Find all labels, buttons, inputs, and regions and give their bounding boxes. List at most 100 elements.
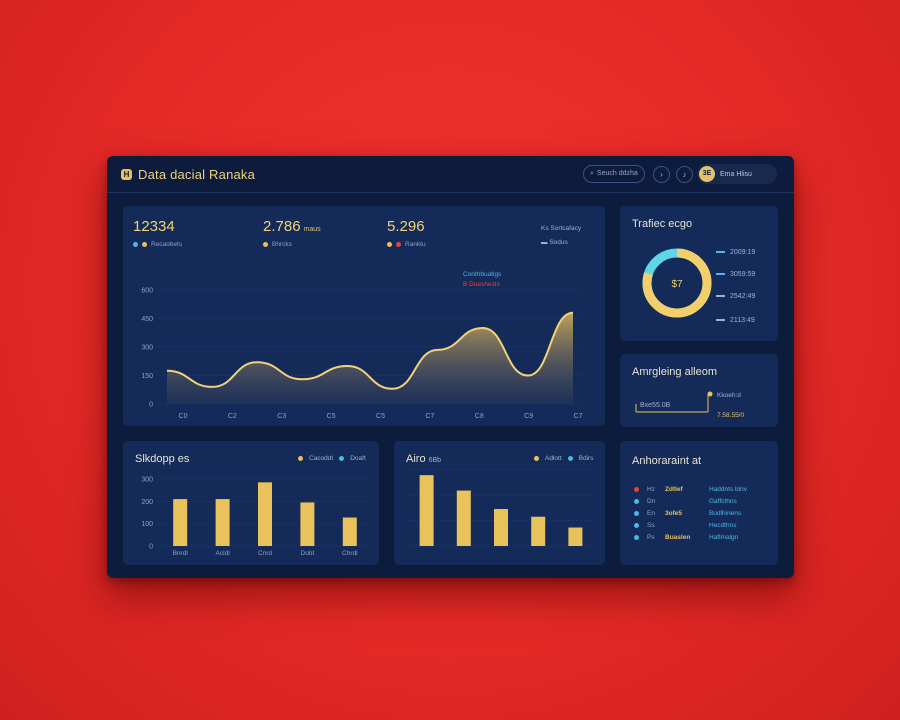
legend-swatch: [716, 319, 725, 321]
activity-left: Ps: [647, 533, 655, 541]
avatar: 3E: [699, 166, 715, 182]
kpi-card[interactable]: 2.786 maus Bhrcks: [263, 218, 321, 248]
status-dot-icon: [634, 510, 639, 516]
y-tick-label: 300: [141, 477, 153, 484]
alert-panel: Amrgleing alleom Bxe55.0B Kkoeh:d 7.58.5…: [620, 354, 778, 427]
bar-panel-2-title-text: Airo: [406, 453, 426, 465]
status-dot-icon: [634, 534, 639, 540]
donut-chart: $7 2009:19 3059:59 2542:49 2113:49: [642, 248, 755, 324]
status-dot-icon: [634, 498, 639, 504]
activity-left: Hz: [647, 485, 655, 493]
bar[interactable]: [568, 527, 583, 546]
donut-arc: [642, 248, 712, 318]
user-menu[interactable]: 3E Ema Hlisu: [697, 164, 777, 184]
activity-right: Haddnts blnv: [709, 485, 747, 493]
kpi-dot-icon: [133, 242, 138, 247]
y-tick-label: 150: [141, 373, 153, 380]
bar[interactable]: [173, 499, 188, 546]
activity-row[interactable]: Ss Hecdthns: [634, 520, 769, 530]
legend-item-2: ▬ Sodus: [541, 239, 568, 246]
donut-legend-item: 2009:19: [730, 249, 755, 256]
alert-side-value: 7.58.55/0: [717, 412, 744, 419]
activity-left: Dn: [647, 497, 656, 505]
activity-title: Anhoraraint at: [632, 455, 702, 467]
x-tick-label: C0: [179, 413, 188, 420]
dashboard-title: Data dacial Ranaka: [138, 167, 256, 182]
chart-annotation: Conthbuatigs: [463, 271, 502, 278]
kpi-value-text: 2.786: [263, 218, 301, 235]
area-series-fill: [167, 312, 573, 404]
activity-right: Gaffcthns: [709, 497, 737, 505]
bar[interactable]: [258, 482, 272, 546]
x-tick-label: Dobt: [301, 550, 315, 557]
activity-row[interactable]: Dn Gaffcthns: [634, 496, 769, 506]
brand[interactable]: H Data dacial Ranaka: [121, 167, 255, 182]
bar[interactable]: [300, 502, 315, 546]
search-button[interactable]: ⌕ Seuch ddzha: [583, 165, 645, 183]
overview-panel: 12334 Recaobets 2.786 maus Bhrcks 5.296 R…: [123, 206, 605, 426]
donut-legend-item: 2113:49: [730, 317, 755, 324]
bar-panel-2-title: Airo 6Bb: [406, 453, 441, 465]
user-name: Ema Hlisu: [720, 170, 752, 178]
help-icon[interactable]: ›: [653, 166, 670, 183]
y-tick-label: 100: [141, 521, 153, 528]
area-chart: 0 150 300 450 600 C0 C2 C3 C5 C5 C7 C8 C9 C7 Conthbua…: [141, 271, 583, 420]
alert-side-label: Kkoeh:d: [717, 392, 741, 399]
legend-dot-icon: [298, 456, 303, 461]
y-tick-label: 300: [141, 345, 153, 352]
legend-swatch: [716, 251, 725, 253]
bar-panel-1-title: Slkdopp es: [135, 453, 190, 465]
kpi-dot-icon: [387, 242, 392, 247]
traffic-panel: Trafiec ecgo $7 2009:19 3059:59 2542:49 …: [620, 206, 778, 341]
kpi-card[interactable]: 12334 Recaobets: [133, 218, 182, 248]
legend-dot-icon: [567, 456, 573, 461]
legend-label: Doaft: [350, 455, 366, 462]
activity-mid: 3ofe5: [665, 509, 682, 517]
activity-panel: Anhoraraint at Hz Zdtlef Haddnts blnv Dn Gaf…: [620, 441, 778, 565]
kpi-value-text: 5.296: [387, 218, 425, 235]
alert-value: Bxe55.0B: [640, 402, 671, 409]
kpi-value: 12334: [133, 218, 182, 235]
x-tick-label: C9: [524, 413, 533, 420]
kpi-dot-icon: [396, 242, 401, 247]
activity-row[interactable]: En 3ofe5 Bodlhinens: [634, 508, 769, 518]
bar-chart-1: 0 100 200 300 Bnrdl Acldl Cnrd Dobt Chrdl: [141, 477, 371, 557]
x-tick-label: C7: [574, 413, 583, 420]
alert-indicator: Bxe55.0B Kkoeh:d 7.58.55/0: [635, 391, 744, 419]
x-tick-label: C7: [425, 413, 434, 420]
search-icon: ⌕: [590, 170, 594, 177]
y-tick-label: 0: [149, 402, 153, 409]
kpi-unit: maus: [303, 226, 321, 233]
bar-panel-2: Airo 6Bb Adlott Bdirs: [394, 441, 605, 565]
x-tick-label: Bnrdl: [173, 550, 189, 557]
kpi-label: Ranktu: [405, 241, 426, 248]
legend-item-1: Ks Sortcafacy: [541, 225, 582, 232]
kpi-label: Bhrcks: [272, 241, 292, 248]
bar-panel-1-legend: Cacoddt Doaft: [298, 455, 366, 462]
activity-mid: Buaslen: [665, 533, 691, 541]
notification-icon[interactable]: ♪: [676, 166, 693, 183]
donut-legend-item: 2542:49: [730, 293, 755, 300]
bar[interactable]: [419, 475, 434, 546]
legend-swatch: [716, 273, 725, 275]
kpi-value-text: 12334: [133, 218, 175, 235]
donut-legend: 2009:19 3059:59 2542:49 2113:49: [716, 249, 755, 324]
bar[interactable]: [215, 499, 230, 546]
kpi-card[interactable]: 5.296 Ranktu: [387, 218, 426, 248]
activity-row[interactable]: Hz Zdtlef Haddnts blnv: [634, 484, 769, 494]
bar[interactable]: [531, 516, 546, 546]
x-tick-label: C3: [277, 413, 286, 420]
bar[interactable]: [342, 517, 357, 546]
activity-row[interactable]: Ps Buaslen Haflmalgn: [634, 532, 769, 542]
y-tick-label: 450: [141, 316, 153, 323]
activity-left: Ss: [647, 521, 655, 529]
activity-left: En: [647, 509, 655, 517]
dashboard-window: H Data dacial Ranaka ⌕ Seuch ddzha › ♪ 3…: [107, 156, 794, 578]
bar[interactable]: [494, 509, 508, 546]
y-tick-label: 200: [141, 499, 153, 506]
bar[interactable]: [456, 490, 471, 546]
donut-legend-item: 3059:59: [730, 271, 755, 278]
activity-right: Bodlhinens: [709, 509, 742, 517]
chart-legend: Ks Sortcafacy ▬ Sodus: [541, 222, 581, 250]
bar-chart-2: [408, 468, 594, 547]
